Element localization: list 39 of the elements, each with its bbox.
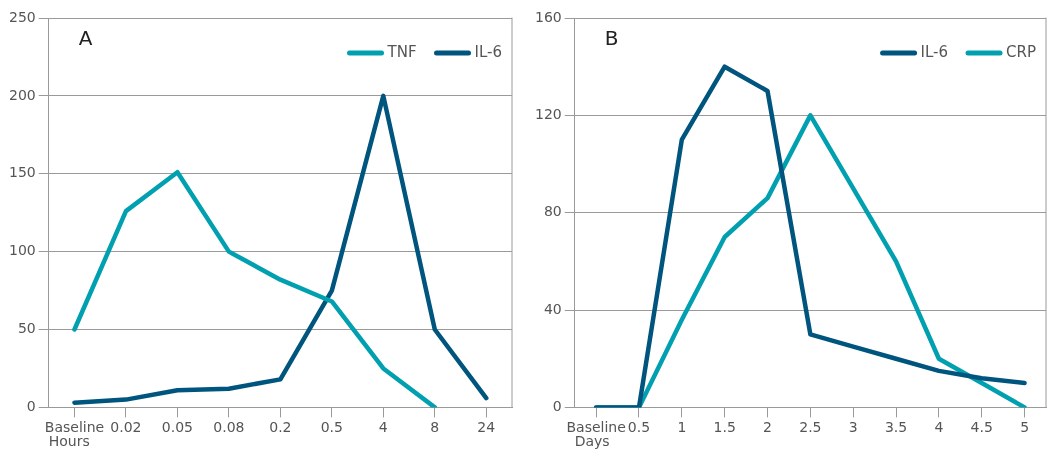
x-tick-label: 4 <box>378 419 388 436</box>
annotation: B <box>604 26 619 51</box>
legend-label: TNF <box>386 42 417 61</box>
x-tick-label: 0.2 <box>269 419 292 436</box>
y-tick-label: 120 <box>534 105 562 122</box>
legend-label: IL-6 <box>474 42 503 61</box>
y-tick-label: 100 <box>8 242 36 259</box>
x-tick-label: 0.05 <box>161 419 193 436</box>
x-tick-label: 2 <box>763 419 772 436</box>
x-tick-label: 0.5 <box>320 419 343 436</box>
legend-label: IL-6 <box>920 42 949 61</box>
x-tick-label: 4.5 <box>970 419 993 436</box>
x-tick-label: 0.02 <box>110 419 142 436</box>
x-tick-label: Baseline <box>566 419 626 436</box>
x-tick-label: 5 <box>1020 419 1030 436</box>
x-tick-label: 8 <box>430 419 440 436</box>
y-tick-label: 160 <box>534 8 562 25</box>
y-tick-label: 250 <box>8 8 36 25</box>
annotation: A <box>78 26 93 51</box>
y-tick-label: 0 <box>26 398 36 415</box>
x-tick-label: 0.08 <box>213 419 245 436</box>
legend-label: CRP <box>1006 42 1037 61</box>
x-tick-label: 1.5 <box>713 419 736 436</box>
y-tick-label: 200 <box>8 86 36 103</box>
x-tick-label: 3 <box>848 419 858 436</box>
y-tick-label: 150 <box>8 164 36 181</box>
x-axis-title: Days <box>574 433 610 450</box>
y-tick-label: 0 <box>552 398 562 415</box>
x-tick-label: 24 <box>477 419 496 436</box>
x-tick-label: Baseline <box>44 419 105 436</box>
y-tick-label: 50 <box>17 320 36 337</box>
x-tick-label: 0.5 <box>627 419 651 436</box>
x-tick-label: 2.5 <box>799 419 822 436</box>
y-tick-label: 80 <box>543 203 562 220</box>
x-tick-label: 4 <box>934 419 944 436</box>
y-tick-label: 40 <box>543 300 562 317</box>
x-axis-title: Hours <box>48 433 90 450</box>
x-tick-label: 3.5 <box>884 419 908 436</box>
x-tick-label: 1 <box>677 419 687 436</box>
